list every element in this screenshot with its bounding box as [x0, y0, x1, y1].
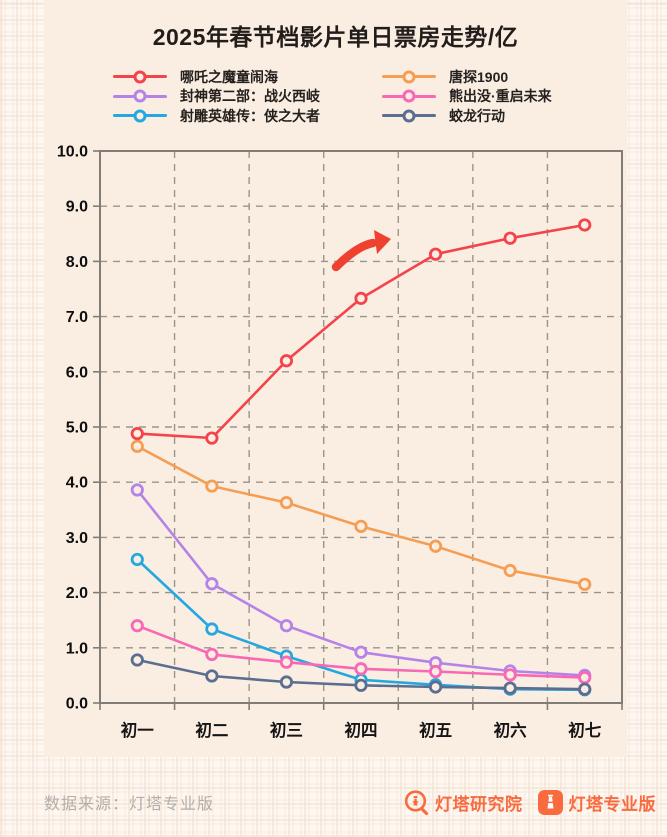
legend-label: 射雕英雄传：侠之大者 [180, 107, 320, 124]
data-point-marker [428, 680, 443, 694]
data-point-marker [279, 496, 294, 510]
y-axis-label: 4.0 [66, 475, 88, 492]
legend-column-right: 唐探1900 熊出没·重启未来 蛟龙行动 [382, 67, 552, 126]
legend-label: 哪吒之魔童闹海 [180, 68, 278, 85]
data-point-marker [503, 563, 517, 578]
legend-label: 唐探1900 [449, 68, 509, 85]
legend-circle-marker [402, 89, 416, 103]
data-point-marker [578, 577, 592, 591]
chart-card: 0.0 1.0 2.0 3.0 4.0 5.0 6.0 7.0 8.0 9.0 10.0 初一 初二 初三… [44, 0, 627, 757]
data-point-marker [205, 669, 219, 683]
data-point-marker [130, 653, 144, 667]
legend-item: 熊出没·重启未来 [382, 87, 552, 107]
x-axis-label: 初五 [419, 720, 452, 740]
lighthouse-app-icon [537, 789, 563, 815]
x-axis-label: 初二 [195, 720, 228, 740]
legend-line-marker [382, 70, 436, 84]
research-brand-label: 灯塔研究院 [435, 794, 523, 814]
pro-brand-label: 灯塔专业版 [568, 794, 656, 814]
series-line-1 [136, 445, 585, 586]
lighthouse-magnifier-icon [404, 789, 429, 815]
data-point-marker [503, 668, 517, 682]
data-point-marker [205, 622, 219, 636]
research-brand: 灯塔研究院 [403, 789, 523, 816]
x-axis-label: 初六 [494, 720, 527, 740]
legend-circle-marker [402, 70, 416, 84]
data-point-marker [354, 645, 368, 659]
data-point-marker [428, 664, 443, 679]
data-point-marker [205, 647, 219, 662]
legend-item: 蛟龙行动 [382, 106, 552, 126]
chart-title: 2025年春节档影片单日票房走势/亿 [152, 24, 519, 50]
legend-circle-marker [402, 109, 416, 123]
data-point-marker [279, 354, 294, 368]
data-point-marker [578, 218, 592, 232]
data-point-marker [354, 519, 368, 533]
data-point-marker [503, 681, 517, 695]
data-point-marker [130, 427, 144, 441]
trend-arrow-icon [331, 238, 378, 272]
legend-line-marker [382, 89, 436, 103]
data-point-marker [354, 678, 368, 692]
legend-circle-marker [133, 89, 147, 103]
x-axis-label: 初一 [121, 720, 154, 740]
chart-canvas: 0.0 1.0 2.0 3.0 4.0 5.0 6.0 7.0 8.0 9.0 10.0 初一 初二 初三… [57, 144, 623, 740]
legend-line-marker [382, 109, 436, 123]
y-axis-label: 2.0 [66, 585, 88, 602]
legend-circle-marker [133, 109, 147, 123]
y-axis-label: 8.0 [66, 254, 88, 271]
data-point-marker [130, 483, 144, 497]
legend-item: 封神第二部：战火西岐 [113, 87, 320, 107]
x-axis-label: 初三 [270, 720, 303, 740]
y-axis-label: 3.0 [66, 530, 88, 547]
y-axis-label: 9.0 [66, 199, 88, 216]
data-point-marker [130, 619, 144, 633]
legend-item: 射雕英雄传：侠之大者 [113, 106, 320, 126]
data-point-marker [428, 247, 443, 261]
data-point-marker [279, 619, 294, 633]
y-axis-label: 5.0 [66, 420, 88, 437]
data-point-marker [279, 675, 294, 689]
data-point-marker [354, 662, 368, 676]
x-axis-label: 初四 [345, 720, 378, 740]
legend-circle-marker [133, 70, 147, 84]
y-axis-label: 6.0 [66, 364, 88, 381]
data-point-marker [578, 671, 592, 685]
data-point-marker [205, 479, 219, 493]
series-line-0 [137, 223, 585, 440]
footer: 数据来源：灯塔专业版 灯塔研究院 [44, 786, 656, 818]
y-axis-label: 10.0 [57, 144, 88, 161]
y-axis-label: 1.0 [66, 640, 88, 657]
pro-brand: 灯塔专业版 [537, 789, 657, 816]
data-point-marker [354, 291, 368, 305]
legend-column-left: 哪吒之魔童闹海封神第二部：战火西岐 射雕英雄传：侠之大者 [113, 67, 320, 126]
data-source-text: 数据来源：灯塔专业版 [44, 796, 215, 813]
legend-line-marker [113, 89, 167, 103]
legend-line-marker [113, 70, 167, 84]
data-point-marker [205, 431, 219, 445]
data-point-marker [205, 577, 219, 591]
legend-item: 唐探1900 [382, 67, 552, 87]
trend-arrow-head [374, 230, 391, 254]
legend-label: 蛟龙行动 [449, 107, 505, 124]
data-point-marker [578, 682, 592, 696]
legend-item: 哪吒之魔童闹海 [113, 67, 320, 87]
data-point-marker [130, 552, 144, 567]
data-point-marker [130, 439, 144, 453]
data-point-marker [279, 655, 294, 669]
y-axis-label: 0.0 [66, 696, 88, 713]
brand-logos: 灯塔研究院 灯塔专业版 [403, 789, 656, 816]
data-point-marker [503, 231, 517, 245]
legend-label: 封神第二部：战火西岐 [180, 88, 320, 105]
x-axis-label: 初七 [568, 720, 602, 740]
data-point-marker [428, 539, 443, 553]
legend-label: 熊出没·重启未来 [449, 88, 552, 105]
y-axis-label: 7.0 [66, 309, 88, 326]
legend-line-marker [113, 109, 167, 123]
